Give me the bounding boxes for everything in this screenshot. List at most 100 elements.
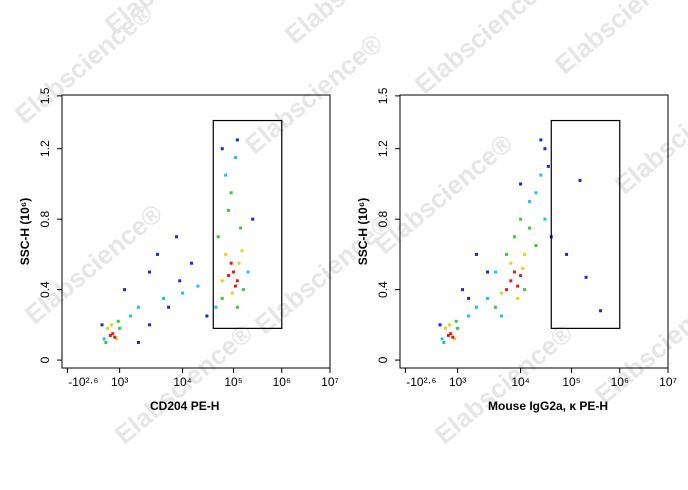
event-dot [521, 266, 525, 270]
event-dot [162, 296, 166, 300]
plot-frame [399, 94, 669, 369]
event-dot [227, 208, 231, 212]
event-dot [237, 261, 241, 265]
y-tick-label: 1.5 [376, 87, 390, 104]
watermark: Elabscience® [549, 0, 688, 80]
x-tick-label: 10⁶ [611, 375, 629, 389]
y-tick-label: 1.2 [38, 140, 52, 157]
x-tick-label: -10²·⁶ [406, 375, 436, 389]
event-dot [234, 156, 238, 160]
event-dot [493, 270, 497, 274]
event-dot [205, 314, 209, 318]
event-dot [190, 261, 194, 265]
x-tick-label: 10⁷ [321, 375, 339, 389]
event-dot [438, 323, 442, 327]
event-dot [116, 319, 120, 323]
event-dot [123, 288, 127, 292]
event-dot [241, 288, 245, 292]
event-dot [118, 326, 122, 330]
event-dot [108, 333, 112, 337]
event-dot [178, 279, 182, 283]
x-tick-label: 10³ [449, 375, 466, 389]
event-dot [100, 323, 104, 327]
event-dot [519, 217, 523, 221]
y-tick-label: 0.4 [38, 281, 52, 298]
event-dot [486, 296, 490, 300]
event-dot [467, 296, 471, 300]
event-dot [519, 182, 523, 186]
event-dot [234, 284, 238, 288]
watermark: Elabscience® [239, 28, 388, 160]
event-dot [230, 291, 234, 295]
event-dot [220, 279, 224, 283]
event-dot [509, 261, 513, 265]
x-tick-label: 10³ [111, 375, 128, 389]
event-dot [229, 191, 233, 195]
event-dot [239, 226, 243, 230]
event-dot [235, 305, 239, 309]
y-axis-label: SSC-H (10⁶) [356, 198, 370, 266]
y-tick-label: 0.4 [376, 281, 390, 298]
plot: -10²·⁶ 10³ 10⁴ 10⁵ 10⁶ 10⁷ 0 0.4 0.8 1.2 1.5 Mouse … [356, 87, 677, 413]
event-dot [251, 217, 255, 221]
event-dot [451, 335, 455, 339]
event-dot [516, 296, 520, 300]
event-dot [512, 235, 516, 239]
event-dot [523, 288, 527, 292]
event-dot [174, 235, 178, 239]
event-dot [440, 337, 444, 341]
event-dot [113, 335, 117, 339]
plot: -10²·⁶ 10³ 10⁴ 10⁵ 10⁶ 10⁷ 0 0.4 0.8 1.2 1.5 CD204 … [18, 87, 339, 413]
event-dot [444, 326, 448, 330]
event-dot [467, 314, 471, 318]
event-dot [584, 275, 588, 279]
event-dot [246, 270, 250, 274]
event-dot [181, 291, 185, 295]
event-dot [148, 323, 152, 327]
event-dot [155, 252, 159, 256]
event-dot [448, 323, 452, 327]
event-dot [543, 217, 547, 221]
event-dot [528, 226, 532, 230]
event-dot [227, 274, 231, 278]
x-tick-label: 10⁶ [273, 375, 291, 389]
event-dot [461, 288, 465, 292]
event-dot [102, 337, 106, 341]
event-dot [115, 337, 119, 341]
event-dot [232, 270, 236, 274]
gate [212, 119, 283, 329]
event-dot [196, 284, 200, 288]
event-dot [216, 235, 220, 239]
watermark: Elabscience® [409, 0, 558, 100]
event-dot [474, 305, 478, 309]
event-dot [519, 274, 523, 278]
x-tick-label: -10²·⁶ [68, 375, 98, 389]
event-dot [111, 332, 115, 336]
event-dot [512, 270, 516, 274]
event-dot [214, 305, 218, 309]
event-dot [240, 249, 244, 253]
plot-frame [61, 94, 331, 369]
event-dot [136, 305, 140, 309]
event-dot [578, 178, 582, 182]
event-dot [235, 138, 239, 142]
event-dot [167, 305, 171, 309]
event-dot [220, 296, 224, 300]
event-dot [500, 291, 504, 295]
event-dot [456, 326, 460, 330]
y-tick-label: 0 [376, 356, 390, 363]
event-dot [449, 332, 453, 336]
x-tick-label: 10⁷ [659, 375, 677, 389]
event-dot [543, 147, 547, 151]
watermark: Elabscience® [609, 68, 688, 200]
y-axis-label: SSC-H (10⁶) [18, 198, 32, 266]
gate [550, 119, 621, 329]
event-dot [505, 288, 509, 292]
event-dot [229, 261, 233, 265]
event-dot [546, 164, 550, 168]
x-tick-label: 10⁴ [173, 375, 192, 389]
x-tick-label: 10⁵ [562, 375, 580, 389]
event-dot [224, 252, 228, 256]
y-tick-label: 0 [38, 356, 52, 363]
event-dot [446, 333, 450, 337]
